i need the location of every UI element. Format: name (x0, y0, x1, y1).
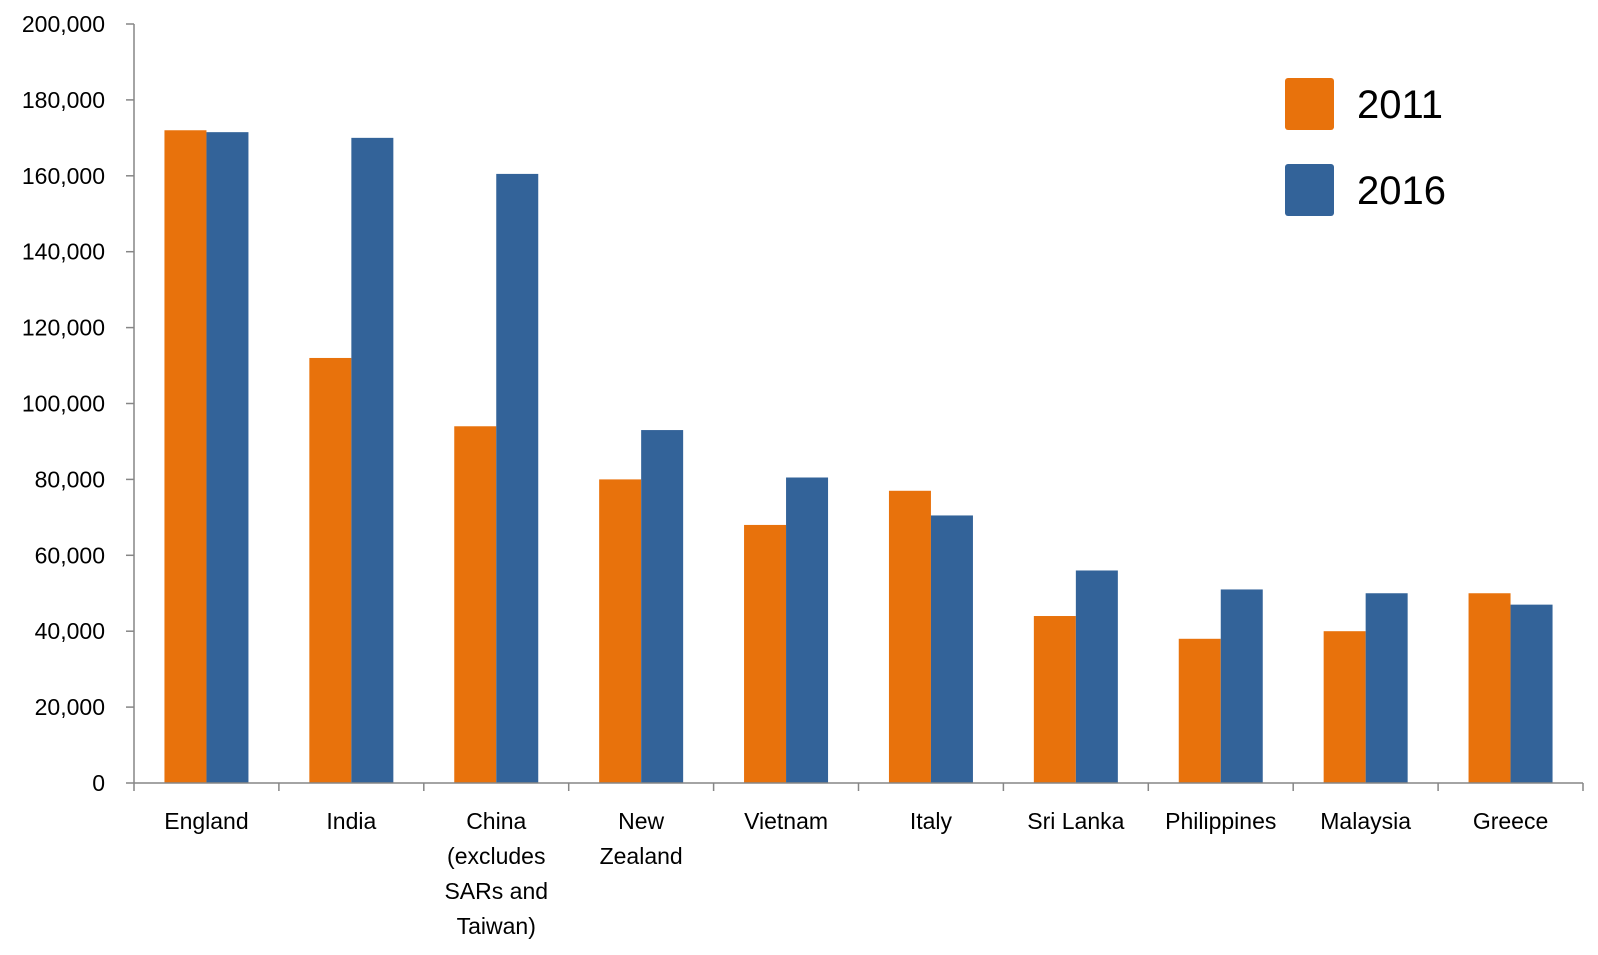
bar-2016-9 (1510, 604, 1553, 783)
x-category-label: Taiwan) (457, 913, 536, 939)
x-category-label: SARs and (444, 878, 548, 904)
x-category-label: Sri Lanka (1027, 808, 1124, 834)
x-category-label: Zealand (600, 843, 683, 869)
y-tick-label: 120,000 (22, 315, 105, 341)
y-axis: 0 20,000 40,000 60,000 80,000 100,000 120,000 1… (22, 11, 135, 796)
y-tick-label: 40,000 (35, 618, 105, 644)
x-category-label: England (164, 808, 248, 834)
bar-2016-8 (1365, 593, 1408, 783)
x-category-label: Italy (910, 808, 953, 834)
bar-2011-8 (1323, 631, 1366, 783)
bar-2016-1 (351, 137, 394, 784)
y-tick-label: 100,000 (22, 391, 105, 417)
x-category-label: Philippines (1165, 808, 1276, 834)
x-category-label: India (326, 808, 376, 834)
legend-label-2011: 2011 (1357, 83, 1443, 127)
y-tick-label: 180,000 (22, 87, 105, 113)
x-category-label: Vietnam (744, 808, 828, 834)
bar-2011-2 (454, 426, 497, 783)
y-tick-label: 20,000 (35, 694, 105, 720)
bar-2011-0 (164, 130, 207, 783)
legend-label-2016: 2016 (1357, 169, 1446, 213)
x-category-label: China (466, 808, 526, 834)
x-category-label: New (618, 808, 664, 834)
y-tick-label: 140,000 (22, 239, 105, 265)
bar-2011-3 (599, 479, 642, 783)
x-category-label: (excludes (447, 843, 545, 869)
bar-2016-3 (641, 430, 684, 783)
bar-2011-4 (744, 524, 787, 783)
bar-2016-2 (496, 173, 539, 784)
bar-2016-6 (1075, 570, 1118, 783)
x-category-label: Malaysia (1320, 808, 1411, 834)
y-tick-label: 60,000 (35, 542, 105, 568)
bar-2016-0 (206, 132, 249, 784)
bar-2011-1 (309, 357, 352, 783)
bar-2011-6 (1033, 616, 1076, 783)
legend-swatch-2011 (1285, 78, 1334, 130)
bar-2016-4 (786, 477, 829, 783)
bar-2011-9 (1468, 593, 1511, 783)
y-tick-label: 160,000 (22, 163, 105, 189)
bar-2011-5 (888, 490, 931, 783)
x-category-label: Greece (1473, 808, 1548, 834)
x-axis: England India China (excludes SARs and Taiwan… (133, 782, 1584, 939)
bar-2011-7 (1178, 638, 1221, 783)
bar-2016-7 (1220, 589, 1263, 783)
bars (164, 130, 1553, 784)
bar-2016-5 (930, 515, 973, 783)
y-tick-label: 80,000 (35, 466, 105, 492)
y-tick-label: 0 (92, 770, 105, 796)
legend-swatch-2016 (1285, 164, 1334, 216)
legend: 2011 2016 (1285, 78, 1446, 216)
y-tick-label: 200,000 (22, 11, 105, 37)
